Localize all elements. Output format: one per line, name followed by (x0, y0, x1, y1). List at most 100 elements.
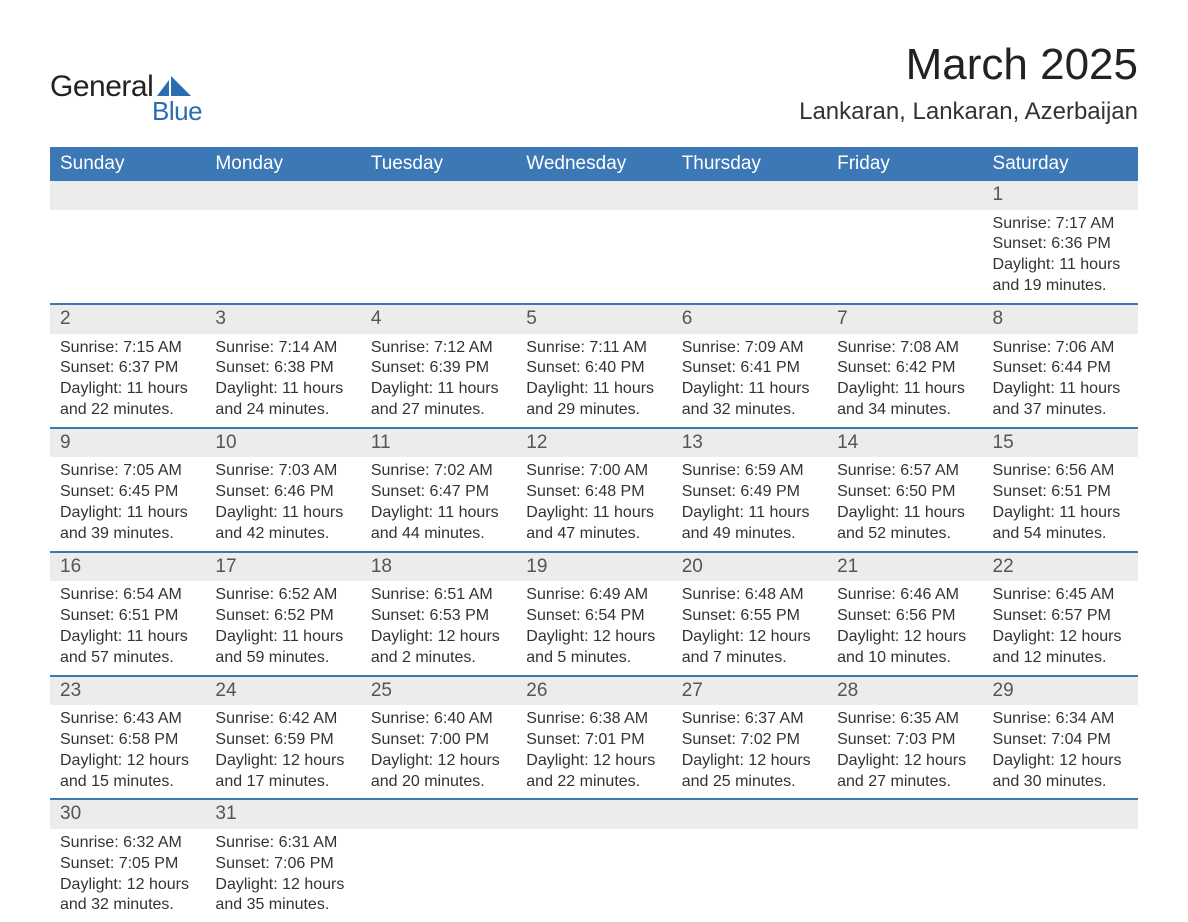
sunset-text: Sunset: 6:44 PM (993, 358, 1128, 379)
sunrise-text: Sunrise: 7:17 AM (993, 214, 1128, 235)
sunrise-text: Sunrise: 6:38 AM (526, 709, 661, 730)
weekday-header: Saturday (983, 147, 1138, 181)
day-cell (516, 210, 671, 304)
sunset-text: Sunset: 7:06 PM (215, 854, 350, 875)
daynum-row: 16171819202122 (50, 552, 1138, 582)
day-cell: Sunrise: 7:05 AMSunset: 6:45 PMDaylight:… (50, 457, 205, 551)
daylight1-text: Daylight: 11 hours (993, 255, 1128, 276)
daylight2-text: and 57 minutes. (60, 648, 195, 669)
sunset-text: Sunset: 6:58 PM (60, 730, 195, 751)
day-cell (516, 829, 671, 922)
daylight1-text: Daylight: 11 hours (215, 627, 350, 648)
day-number: 22 (983, 552, 1138, 582)
week-row: Sunrise: 7:17 AMSunset: 6:36 PMDaylight:… (50, 210, 1138, 304)
daylight2-text: and 37 minutes. (993, 400, 1128, 421)
daylight2-text: and 17 minutes. (215, 772, 350, 793)
sunrise-text: Sunrise: 7:15 AM (60, 338, 195, 359)
sunrise-text: Sunrise: 7:12 AM (371, 338, 506, 359)
day-number: 13 (672, 428, 827, 458)
day-cell (827, 210, 982, 304)
day-cell: Sunrise: 6:54 AMSunset: 6:51 PMDaylight:… (50, 581, 205, 675)
sunrise-text: Sunrise: 6:31 AM (215, 833, 350, 854)
title-block: March 2025 Lankaran, Lankaran, Azerbaija… (799, 40, 1138, 126)
day-number: 17 (205, 552, 360, 582)
sunrise-text: Sunrise: 6:32 AM (60, 833, 195, 854)
day-cell: Sunrise: 7:09 AMSunset: 6:41 PMDaylight:… (672, 334, 827, 428)
daylight2-text: and 42 minutes. (215, 524, 350, 545)
sunrise-text: Sunrise: 7:06 AM (993, 338, 1128, 359)
daylight1-text: Daylight: 11 hours (682, 379, 817, 400)
sunrise-text: Sunrise: 7:08 AM (837, 338, 972, 359)
sunset-text: Sunset: 6:51 PM (993, 482, 1128, 503)
sunrise-text: Sunrise: 6:46 AM (837, 585, 972, 606)
daylight1-text: Daylight: 12 hours (215, 875, 350, 896)
week-row: Sunrise: 6:54 AMSunset: 6:51 PMDaylight:… (50, 581, 1138, 675)
day-number: 29 (983, 676, 1138, 706)
day-cell: Sunrise: 6:46 AMSunset: 6:56 PMDaylight:… (827, 581, 982, 675)
day-number (516, 181, 671, 210)
sunset-text: Sunset: 6:41 PM (682, 358, 817, 379)
daylight1-text: Daylight: 11 hours (993, 379, 1128, 400)
daylight2-text: and 34 minutes. (837, 400, 972, 421)
day-number: 31 (205, 799, 360, 829)
daylight2-text: and 39 minutes. (60, 524, 195, 545)
day-number (827, 181, 982, 210)
weekday-header: Monday (205, 147, 360, 181)
day-cell: Sunrise: 6:59 AMSunset: 6:49 PMDaylight:… (672, 457, 827, 551)
week-row: Sunrise: 7:15 AMSunset: 6:37 PMDaylight:… (50, 334, 1138, 428)
day-cell (983, 829, 1138, 922)
sunrise-text: Sunrise: 7:00 AM (526, 461, 661, 482)
day-number: 19 (516, 552, 671, 582)
daylight1-text: Daylight: 12 hours (837, 751, 972, 772)
daylight1-text: Daylight: 11 hours (526, 503, 661, 524)
daylight1-text: Daylight: 12 hours (60, 875, 195, 896)
sunrise-text: Sunrise: 6:43 AM (60, 709, 195, 730)
week-row: Sunrise: 6:43 AMSunset: 6:58 PMDaylight:… (50, 705, 1138, 799)
location-subtitle: Lankaran, Lankaran, Azerbaijan (799, 98, 1138, 126)
daylight1-text: Daylight: 11 hours (60, 379, 195, 400)
day-cell: Sunrise: 6:32 AMSunset: 7:05 PMDaylight:… (50, 829, 205, 922)
daylight1-text: Daylight: 11 hours (682, 503, 817, 524)
daylight1-text: Daylight: 12 hours (837, 627, 972, 648)
daylight2-text: and 59 minutes. (215, 648, 350, 669)
sunset-text: Sunset: 6:46 PM (215, 482, 350, 503)
day-number (50, 181, 205, 210)
sunrise-text: Sunrise: 6:45 AM (993, 585, 1128, 606)
daylight1-text: Daylight: 11 hours (371, 503, 506, 524)
day-number: 14 (827, 428, 982, 458)
sunrise-text: Sunrise: 6:54 AM (60, 585, 195, 606)
day-cell: Sunrise: 6:37 AMSunset: 7:02 PMDaylight:… (672, 705, 827, 799)
day-number: 1 (983, 181, 1138, 210)
day-cell: Sunrise: 7:00 AMSunset: 6:48 PMDaylight:… (516, 457, 671, 551)
day-cell (672, 829, 827, 922)
day-number: 7 (827, 304, 982, 334)
day-number (361, 799, 516, 829)
day-cell (672, 210, 827, 304)
day-number: 2 (50, 304, 205, 334)
daylight1-text: Daylight: 11 hours (837, 379, 972, 400)
weekday-header: Thursday (672, 147, 827, 181)
daylight2-text: and 24 minutes. (215, 400, 350, 421)
daylight2-text: and 22 minutes. (60, 400, 195, 421)
daylight2-text: and 27 minutes. (371, 400, 506, 421)
day-cell: Sunrise: 6:43 AMSunset: 6:58 PMDaylight:… (50, 705, 205, 799)
sunset-text: Sunset: 6:40 PM (526, 358, 661, 379)
sunset-text: Sunset: 6:38 PM (215, 358, 350, 379)
day-number: 11 (361, 428, 516, 458)
daylight1-text: Daylight: 12 hours (526, 627, 661, 648)
daylight2-text: and 52 minutes. (837, 524, 972, 545)
brand-line2: Blue (152, 96, 202, 127)
daylight2-text: and 7 minutes. (682, 648, 817, 669)
day-number: 12 (516, 428, 671, 458)
day-cell: Sunrise: 7:17 AMSunset: 6:36 PMDaylight:… (983, 210, 1138, 304)
day-cell: Sunrise: 7:11 AMSunset: 6:40 PMDaylight:… (516, 334, 671, 428)
day-number: 9 (50, 428, 205, 458)
daylight2-text: and 10 minutes. (837, 648, 972, 669)
daylight1-text: Daylight: 12 hours (526, 751, 661, 772)
day-number: 6 (672, 304, 827, 334)
daylight1-text: Daylight: 12 hours (60, 751, 195, 772)
day-cell: Sunrise: 6:52 AMSunset: 6:52 PMDaylight:… (205, 581, 360, 675)
daylight2-text: and 54 minutes. (993, 524, 1128, 545)
day-cell: Sunrise: 7:06 AMSunset: 6:44 PMDaylight:… (983, 334, 1138, 428)
sunset-text: Sunset: 6:42 PM (837, 358, 972, 379)
